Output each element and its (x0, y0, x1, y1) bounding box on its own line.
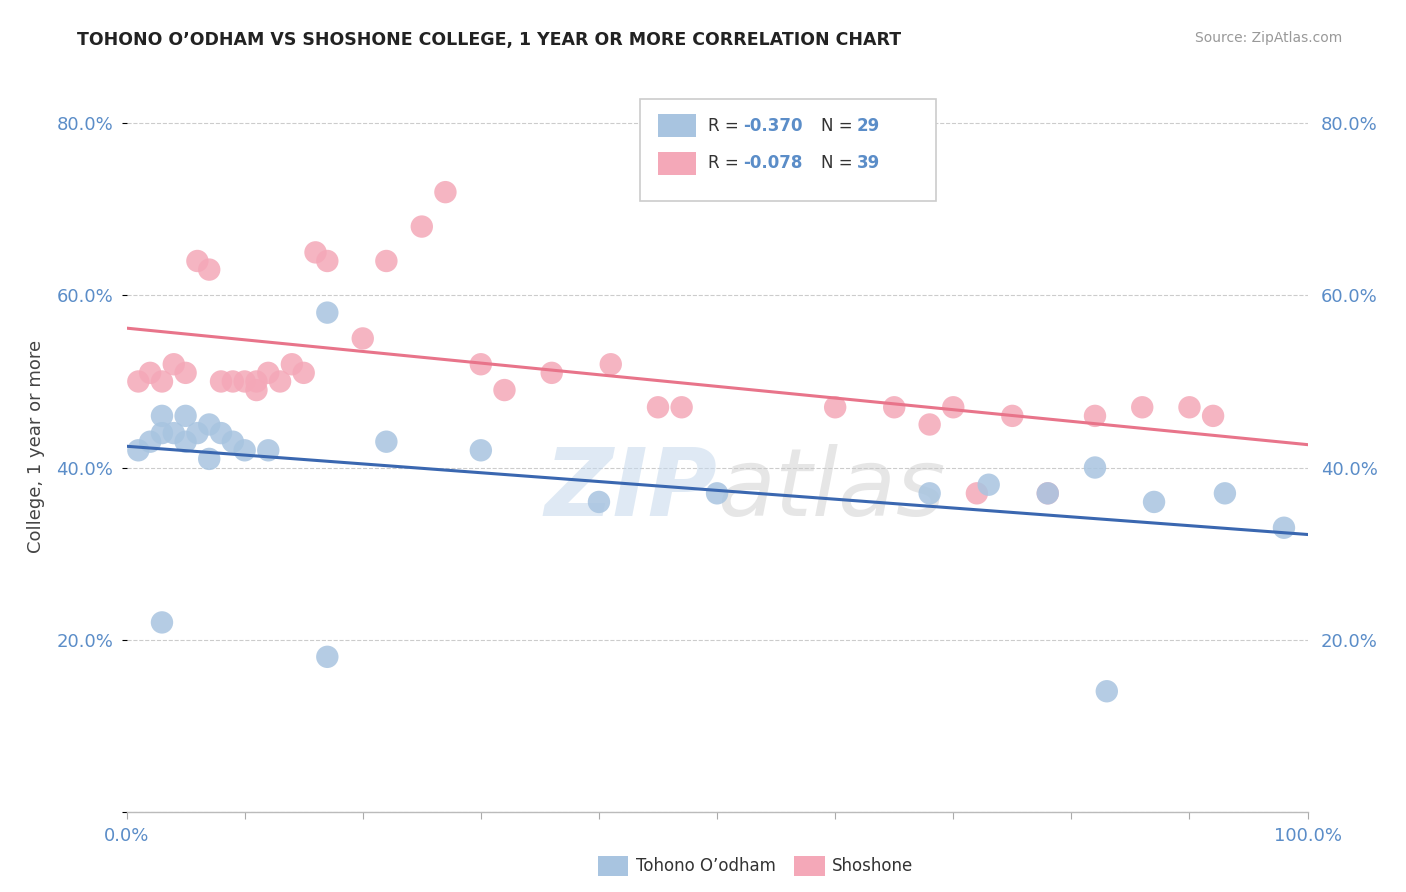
Point (186, 426, 208, 441)
FancyBboxPatch shape (658, 114, 696, 137)
Point (1130, 401, 1153, 415)
Point (1143, 495, 1166, 509)
Point (245, 375, 267, 389)
Point (588, 495, 610, 509)
Point (470, 443, 492, 458)
Point (150, 426, 173, 441)
Point (977, 477, 1000, 491)
Text: -0.078: -0.078 (742, 154, 803, 172)
Point (1084, 409, 1107, 423)
Point (222, 434, 245, 449)
Point (1036, 486, 1059, 500)
Point (139, 434, 162, 449)
Point (966, 486, 988, 500)
Point (671, 401, 693, 415)
Point (1272, 521, 1295, 535)
Point (1036, 486, 1059, 500)
Point (174, 409, 197, 423)
Point (245, 383, 267, 397)
Point (316, 254, 339, 268)
Point (706, 486, 728, 500)
FancyBboxPatch shape (658, 152, 696, 176)
Point (139, 366, 162, 380)
Point (150, 375, 173, 389)
Text: Tohono O’odham: Tohono O’odham (636, 857, 775, 875)
Point (942, 401, 965, 415)
Point (1202, 409, 1225, 423)
Point (304, 245, 326, 260)
Point (352, 331, 374, 345)
Point (186, 254, 208, 268)
Text: N =: N = (821, 117, 858, 135)
Text: R =: R = (707, 154, 744, 172)
Point (257, 443, 280, 458)
Text: TOHONO O’ODHAM VS SHOSHONE COLLEGE, 1 YEAR OR MORE CORRELATION CHART: TOHONO O’ODHAM VS SHOSHONE COLLEGE, 1 YE… (77, 31, 901, 49)
Point (198, 262, 221, 277)
Point (1001, 409, 1024, 423)
Point (375, 434, 398, 449)
Y-axis label: College, 1 year or more: College, 1 year or more (27, 340, 45, 552)
Text: 39: 39 (856, 154, 880, 172)
Point (209, 375, 232, 389)
Text: N =: N = (821, 154, 858, 172)
Point (233, 443, 256, 458)
Point (174, 366, 197, 380)
Point (824, 401, 846, 415)
Point (233, 375, 256, 389)
Point (1095, 684, 1118, 698)
Point (599, 357, 621, 371)
Point (918, 417, 941, 432)
Point (1213, 486, 1236, 500)
Point (257, 366, 280, 380)
Point (127, 443, 149, 458)
Point (269, 375, 291, 389)
Point (281, 357, 304, 371)
Point (470, 357, 492, 371)
Point (494, 383, 516, 397)
Point (150, 409, 173, 423)
Point (918, 486, 941, 500)
Point (127, 375, 149, 389)
Text: atlas: atlas (717, 444, 945, 535)
Text: Shoshone: Shoshone (832, 857, 914, 875)
Point (150, 615, 173, 630)
FancyBboxPatch shape (640, 99, 935, 201)
Text: R =: R = (707, 117, 744, 135)
Point (647, 401, 669, 415)
Point (163, 426, 186, 441)
Point (411, 219, 433, 234)
Point (375, 254, 398, 268)
Text: Source: ZipAtlas.com: Source: ZipAtlas.com (1195, 31, 1343, 45)
Point (1084, 460, 1107, 475)
Point (316, 305, 339, 319)
Point (883, 401, 905, 415)
Point (198, 451, 221, 466)
Point (174, 434, 197, 449)
Point (540, 366, 562, 380)
Point (163, 357, 186, 371)
Point (198, 417, 221, 432)
Point (292, 366, 315, 380)
Point (209, 426, 232, 441)
Point (434, 185, 457, 199)
Text: -0.370: -0.370 (742, 117, 803, 135)
Point (222, 375, 245, 389)
Text: ZIP: ZIP (544, 444, 717, 536)
Text: 29: 29 (856, 117, 880, 135)
Point (1178, 401, 1201, 415)
Point (316, 649, 339, 664)
